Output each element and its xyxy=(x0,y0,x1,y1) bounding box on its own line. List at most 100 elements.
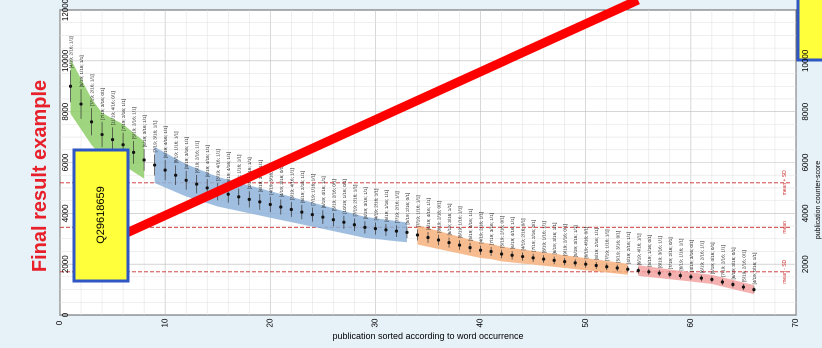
data-label: [5/19; 2/16; 1/1] xyxy=(132,107,137,139)
y-right-tick-label: 8000 xyxy=(801,102,810,120)
data-point xyxy=(531,256,535,260)
y-right-tick-label: 10000 xyxy=(801,49,810,72)
data-label: [3/19; 4/16; 1/1] xyxy=(289,168,294,200)
data-label: [8/19; 1/16; 1/1] xyxy=(542,221,547,253)
data-point xyxy=(436,238,441,242)
data-label: [6/19; 4/16; 1/1] xyxy=(321,176,326,208)
data-label: [5/19; 2/16; 0/1] xyxy=(500,216,505,248)
y-tick-label: 6000 xyxy=(61,153,70,171)
corner-box xyxy=(796,0,822,62)
data-point xyxy=(615,266,619,270)
data-label: [6/19; 4/16; 1/1] xyxy=(205,145,210,177)
data-point xyxy=(405,230,409,234)
data-point xyxy=(752,287,756,292)
x-tick-label: 20 xyxy=(265,318,274,327)
data-label: [6/19; 2/16; 1/1] xyxy=(300,171,305,203)
ref-line-label: mean xyxy=(782,221,788,234)
data-label: [4/19; 3/16; 0/1] xyxy=(279,165,284,197)
data-point xyxy=(268,202,272,207)
data-label: [7/19; 1/16; 1/1] xyxy=(310,174,315,206)
data-label: [4/19; 2/16; 0/1] xyxy=(521,219,526,251)
data-point xyxy=(132,150,136,154)
data-point xyxy=(258,200,262,204)
data-point xyxy=(237,195,241,199)
data-point xyxy=(447,240,451,245)
data-point xyxy=(594,263,598,268)
data-point xyxy=(153,163,157,167)
data-label: [8/19; 3/16; 1/1] xyxy=(184,137,189,169)
data-label: [5/19; 2/16; 0/1] xyxy=(741,250,746,282)
data-point xyxy=(605,265,609,269)
data-label: [7/19; 3/16; 1/1] xyxy=(153,121,158,153)
data-label: [6/19; 1/16; 1/1] xyxy=(678,239,683,271)
x-tick-label: 10 xyxy=(160,318,169,327)
data-point xyxy=(310,213,314,217)
data-label: [8/19; 1/16; 1/1] xyxy=(79,55,84,87)
data-point xyxy=(710,277,714,282)
data-label: [7/19; 3/16; 0/1] xyxy=(100,88,105,120)
data-label: [6/19; 4/16; 0/1] xyxy=(584,227,589,259)
data-label: [6/19; 3/16; 1/1] xyxy=(142,115,147,147)
data-point xyxy=(121,143,125,147)
data-point xyxy=(226,192,230,196)
x-tick-label: 70 xyxy=(791,318,800,327)
data-label: [8/19; 3/16; 1/1] xyxy=(657,236,662,268)
data-point xyxy=(247,197,251,201)
data-point xyxy=(89,120,94,124)
data-point xyxy=(563,260,567,264)
data-label: [5/19; 4/16; 0/1] xyxy=(710,242,715,274)
data-point xyxy=(647,270,651,274)
y-right-tick-label: 2000 xyxy=(801,255,810,273)
highlight-red-line xyxy=(118,0,640,241)
data-label: [7/19; 2/16; 1/1] xyxy=(90,74,95,106)
data-point xyxy=(331,218,335,222)
data-label: [6/19; 4/16; 1/1] xyxy=(226,152,231,184)
data-label: [7/19; 1/16; 1/1] xyxy=(415,195,420,227)
data-point xyxy=(720,280,725,284)
data-point xyxy=(542,257,546,261)
data-point xyxy=(731,282,735,287)
data-point xyxy=(500,252,504,256)
data-label: [5/19; 4/16; 1/1] xyxy=(468,209,473,241)
y-tick-label: 12000 xyxy=(61,0,70,21)
data-label: [8/19; 1/16; 1/1] xyxy=(458,206,463,238)
data-point xyxy=(699,276,703,280)
data-label: [7/19; 2/16; 1/1] xyxy=(394,191,399,223)
data-point xyxy=(426,235,430,240)
data-point xyxy=(142,158,146,162)
data-label: [6/19; 3/16; 1/1] xyxy=(447,204,452,236)
data-point xyxy=(68,84,73,88)
y-right-tick-label: 6000 xyxy=(801,153,810,171)
data-point xyxy=(573,261,577,265)
data-label: [7/19; 2/16; 1/1] xyxy=(352,185,357,217)
data-point xyxy=(636,268,640,273)
x-tick-label: 40 xyxy=(476,318,485,327)
data-label: [8/19; 1/16; 1/1] xyxy=(174,131,179,163)
side-title: Final result example xyxy=(29,80,51,272)
y-axis-right-label: publication counter-score xyxy=(815,161,822,239)
data-label: [6/19; 3/16; 0/1] xyxy=(731,248,736,280)
data-label: [10/19; 1/16; 0/1] xyxy=(342,179,347,213)
data-point xyxy=(163,168,167,172)
id-box xyxy=(72,148,130,283)
x-tick-label: 60 xyxy=(686,318,695,327)
data-point xyxy=(468,246,472,250)
data-label: [9/19; 2/16; 0/1] xyxy=(563,224,568,256)
data-label: [7/19; 2/16; 0/1] xyxy=(531,220,536,252)
data-point xyxy=(289,207,293,212)
data-label: [6/19; 3/16; 1/1] xyxy=(552,223,557,255)
y-tick-label: 4000 xyxy=(61,204,70,222)
data-point xyxy=(300,210,304,214)
data-label: [6/19; 4/16; 1/1] xyxy=(510,217,515,249)
data-label: [7/19; 2/16; 1/1] xyxy=(720,245,725,277)
data-label: [7/19; 2/16; 0/1] xyxy=(668,237,673,269)
data-point xyxy=(741,285,746,289)
data-point xyxy=(394,229,399,233)
data-label: [7/19; 2/16; 1/1] xyxy=(121,99,126,131)
y-axis-left-ticks: 0 2000 4000 6000 8000 10000 12000 xyxy=(61,0,70,317)
data-label: [5/19; 2/16; 0/1] xyxy=(331,179,336,211)
data-point xyxy=(100,132,104,137)
x-tick-label: 30 xyxy=(371,318,380,327)
data-label: [5/19; 2/16; 0/1] xyxy=(405,193,410,225)
